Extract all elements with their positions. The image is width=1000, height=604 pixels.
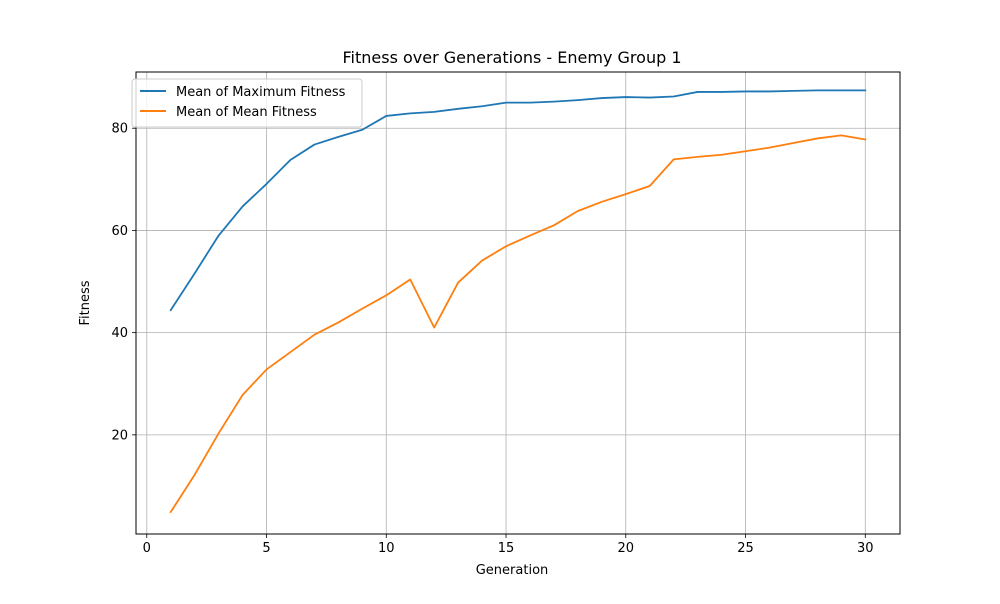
x-tick-label: 30	[857, 541, 874, 556]
x-tick-label: 20	[618, 541, 635, 556]
x-tick-label: 5	[262, 541, 270, 556]
plot-frame	[135, 71, 901, 535]
grid-lines	[136, 72, 900, 534]
x-tick-label: 0	[143, 541, 151, 556]
x-axis-label: Generation	[476, 563, 549, 578]
chart-title: Fitness over Generations - Enemy Group 1	[342, 48, 681, 67]
legend: Mean of Maximum Fitness Mean of Mean Fit…	[131, 78, 363, 128]
series-line-max-fitness	[169, 89, 867, 312]
x-tick-label: 15	[498, 541, 515, 556]
series-lines	[169, 89, 867, 514]
y-axis-label: Fitness	[78, 280, 93, 325]
axis-ticks: 0 5 10 15 20 25 30 20 40 60 80	[111, 122, 873, 556]
x-tick-label: 25	[737, 541, 754, 556]
y-tick-label: 40	[111, 326, 128, 341]
series-line-mean-fitness	[169, 134, 867, 514]
legend-label-max: Mean of Maximum Fitness	[176, 85, 346, 100]
y-tick-label: 20	[111, 428, 128, 443]
x-tick-label: 10	[378, 541, 395, 556]
legend-box	[131, 78, 363, 128]
y-tick-label: 80	[111, 122, 128, 137]
legend-label-mean: Mean of Mean Fitness	[176, 105, 317, 120]
y-tick-label: 60	[111, 224, 128, 239]
